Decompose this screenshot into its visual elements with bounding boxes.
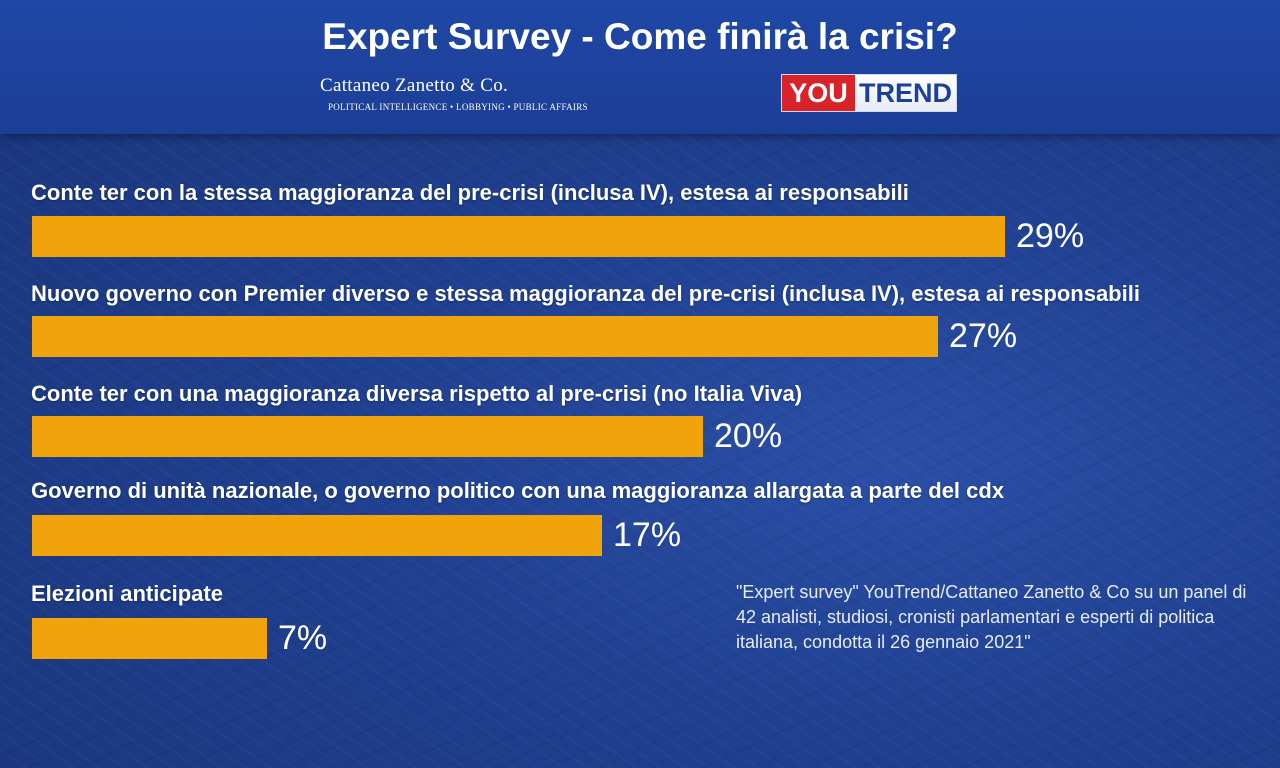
header: Expert Survey - Come finirà la crisi? Ca… — [0, 0, 1280, 134]
logo-name: Cattaneo Zanetto & Co. — [320, 75, 509, 96]
source-note: "Expert survey" YouTrend/Cattaneo Zanett… — [736, 582, 1247, 652]
category-label: Conte ter con una maggioranza diversa ri… — [31, 381, 803, 406]
bar — [32, 216, 1005, 257]
value-label: 20% — [714, 417, 783, 455]
value-label: 17% — [613, 516, 682, 554]
category-label: Governo di unità nazionale, o governo po… — [31, 478, 1005, 503]
logo-tagline: POLITICAL INTELLIGENCE • LOBBYING • PUBL… — [328, 102, 588, 112]
value-label: 29% — [1016, 217, 1085, 255]
youtrend-logo-trend: TREND — [855, 75, 956, 111]
bar — [32, 618, 267, 659]
category-label: Nuovo governo con Premier diverso e stes… — [31, 281, 1140, 306]
bar — [32, 316, 938, 357]
value-label: 7% — [278, 619, 328, 657]
page-title: Expert Survey - Come finirà la crisi? — [322, 16, 958, 57]
category-label: Elezioni anticipate — [31, 581, 223, 606]
bar — [32, 515, 602, 556]
youtrend-logo: YOU TREND — [781, 74, 957, 112]
category-label: Conte ter con la stessa maggioranza del … — [31, 180, 909, 205]
cattaneo-zanetto-logo: Cattaneo Zanetto & Co. POLITICAL INTELLI… — [320, 75, 600, 112]
youtrend-logo-you: YOU — [782, 75, 855, 111]
value-label: 27% — [949, 317, 1018, 355]
bar — [32, 416, 703, 457]
